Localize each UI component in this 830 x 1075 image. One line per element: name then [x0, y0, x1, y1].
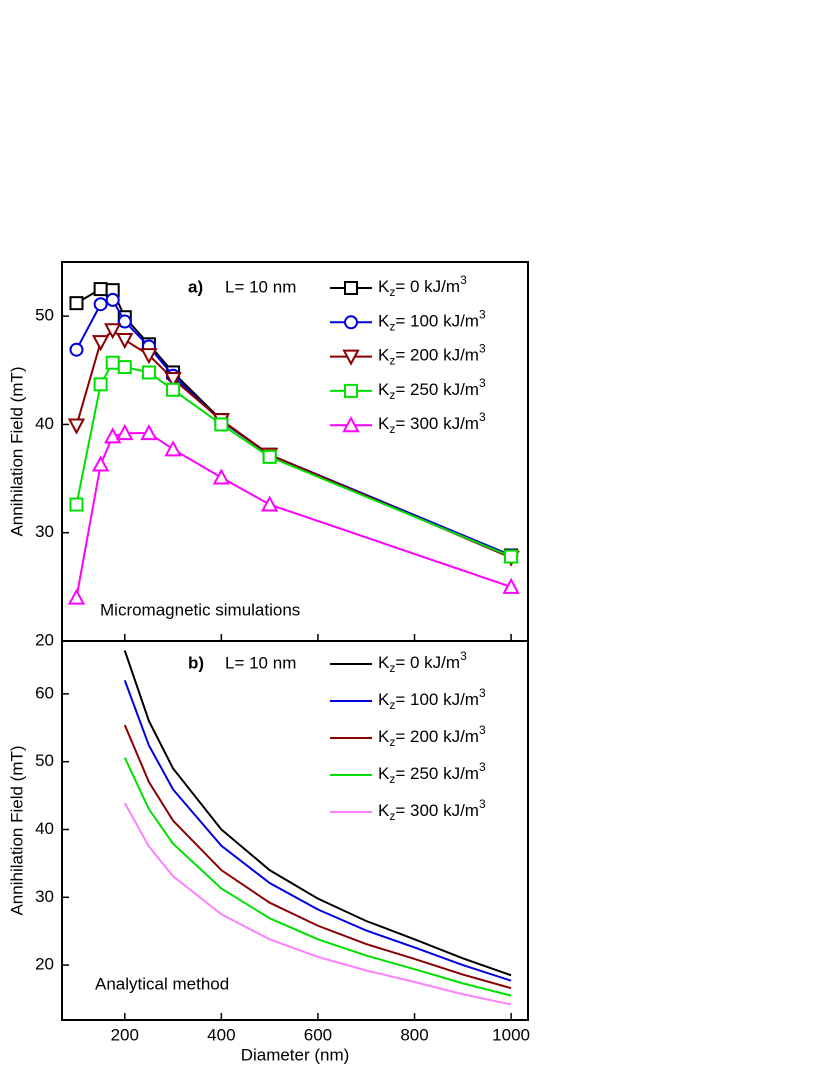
legend-marker	[342, 349, 360, 366]
marker	[164, 440, 182, 457]
marker	[69, 296, 84, 311]
marker	[93, 377, 108, 392]
marker	[117, 314, 132, 329]
legend-label: Kz= 100 kJ/m3	[378, 307, 486, 333]
y-axis-label: Annihilation Field (mT)	[7, 366, 26, 536]
y-tick-label: 60	[35, 683, 54, 702]
marker	[91, 335, 110, 352]
marker	[69, 497, 84, 512]
panel-label: b)	[188, 653, 204, 672]
legend-marker	[344, 281, 358, 295]
marker	[117, 360, 132, 375]
marker	[166, 382, 181, 397]
marker	[141, 365, 156, 380]
annotation: L= 10 nm	[225, 653, 296, 672]
y-tick-label: 20	[35, 630, 54, 649]
series-line	[123, 757, 512, 997]
series-line	[123, 724, 512, 990]
note: Micromagnetic simulations	[100, 600, 300, 619]
marker	[104, 323, 122, 340]
legend-label: Kz= 200 kJ/m3	[378, 342, 486, 368]
y-tick-label: 30	[35, 522, 54, 541]
y-axis-label: Annihilation Field (mT)	[7, 745, 26, 915]
legend-label: Kz= 250 kJ/m3	[378, 376, 486, 402]
legend-label: Kz= 300 kJ/m3	[378, 797, 486, 823]
x-tick-label: 600	[304, 1025, 332, 1044]
marker	[504, 549, 519, 564]
marker	[105, 355, 120, 370]
y-tick-label: 50	[35, 751, 54, 770]
y-tick-label: 40	[35, 414, 54, 433]
marker	[260, 495, 279, 512]
legend-marker	[344, 315, 358, 330]
marker	[214, 417, 229, 432]
legend-marker	[342, 416, 360, 433]
marker	[67, 418, 86, 435]
series-line	[123, 802, 512, 1006]
x-tick-label: 1000	[492, 1025, 530, 1044]
x-axis-label: Diameter (nm)	[241, 1045, 350, 1064]
legend-label: Kz= 250 kJ/m3	[378, 760, 486, 786]
marker	[212, 468, 231, 485]
legend-label: Kz= 0 kJ/m3	[378, 273, 467, 299]
legend-label: Kz= 200 kJ/m3	[378, 723, 486, 749]
series-line	[123, 650, 512, 977]
legend-label: Kz= 300 kJ/m3	[378, 410, 486, 436]
marker	[67, 588, 86, 605]
plot-frame	[61, 640, 529, 1021]
y-tick-label: 40	[35, 819, 54, 838]
legend-label: Kz= 0 kJ/m3	[378, 649, 467, 675]
x-tick-label: 400	[207, 1025, 235, 1044]
y-tick-label: 30	[35, 887, 54, 906]
marker	[104, 427, 122, 444]
y-tick-label: 50	[35, 306, 54, 325]
marker	[140, 348, 158, 365]
legend-label: Kz= 100 kJ/m3	[378, 686, 486, 712]
x-tick-label: 800	[400, 1025, 428, 1044]
marker	[91, 455, 110, 472]
y-tick-label: 20	[35, 955, 54, 974]
series-line	[75, 432, 512, 598]
x-tick-label: 200	[111, 1025, 139, 1044]
marker	[502, 577, 520, 594]
marker	[116, 423, 134, 441]
legend-marker	[344, 383, 358, 398]
annotation: L= 10 nm	[225, 277, 296, 296]
marker	[93, 297, 108, 312]
series-line	[123, 679, 512, 982]
marker	[93, 282, 108, 297]
note: Analytical method	[95, 974, 229, 993]
panel-label: a)	[188, 277, 203, 296]
marker	[116, 332, 134, 350]
marker	[164, 371, 182, 389]
marker	[140, 423, 158, 441]
marker	[262, 449, 277, 464]
marker	[69, 342, 84, 357]
marker	[105, 292, 120, 307]
